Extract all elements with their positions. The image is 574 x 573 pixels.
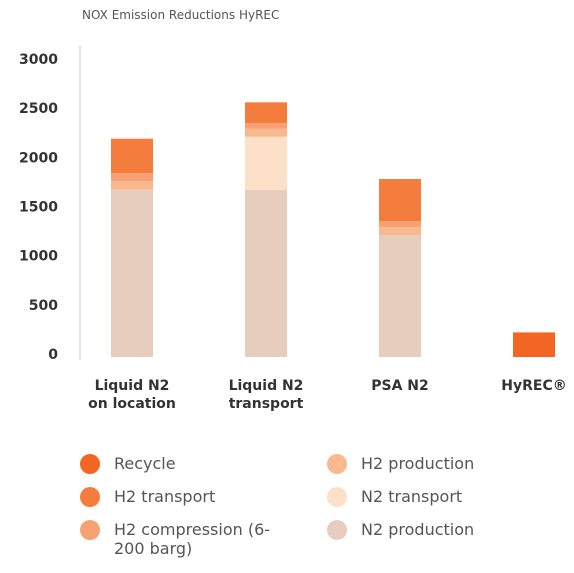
legend-label: Recycle bbox=[114, 454, 176, 473]
bar-segment bbox=[245, 122, 287, 129]
y-tick-label: 500 bbox=[29, 298, 58, 314]
legend-label: H2 production bbox=[361, 454, 475, 473]
x-tick-label: Liquid N2 on location bbox=[88, 378, 176, 412]
legend-label: N2 production bbox=[361, 520, 475, 539]
y-tick-label: 3000 bbox=[19, 52, 58, 68]
bar-segment bbox=[245, 136, 287, 190]
y-tick-label: 0 bbox=[48, 347, 58, 363]
x-tick-label: Liquid N2 transport bbox=[228, 378, 304, 412]
y-tick-label: 1500 bbox=[19, 200, 58, 216]
legend-swatch bbox=[327, 520, 347, 540]
bar-segment bbox=[379, 179, 421, 222]
bar-segment bbox=[379, 221, 421, 228]
legend-swatch bbox=[327, 454, 347, 474]
chart-title: NOX Emission Reductions HyREC bbox=[82, 8, 279, 22]
legend-label: H2 compression (6-200 barg) bbox=[114, 520, 271, 558]
bar-segment bbox=[111, 180, 153, 190]
legend-swatch bbox=[80, 487, 100, 507]
legend-item: N2 transport bbox=[327, 487, 521, 507]
bar-segment bbox=[111, 189, 153, 357]
x-tick-label: HyREC® bbox=[501, 378, 567, 394]
legend-item: H2 compression (6-200 barg) bbox=[80, 520, 274, 558]
legend-swatch bbox=[80, 454, 100, 474]
legend-item: H2 transport bbox=[80, 487, 274, 507]
y-tick-label: 2000 bbox=[19, 150, 58, 166]
bar-segment bbox=[379, 235, 421, 357]
bar-segment bbox=[379, 227, 421, 236]
legend-swatch bbox=[327, 487, 347, 507]
bar-segment bbox=[245, 102, 287, 123]
legend-label: H2 transport bbox=[114, 487, 216, 506]
y-tick-label: 2500 bbox=[19, 101, 58, 117]
legend-item: N2 production bbox=[327, 520, 521, 540]
y-tick-label: 1000 bbox=[19, 249, 58, 265]
legend-label: N2 transport bbox=[361, 487, 463, 506]
legend-item: H2 production bbox=[327, 454, 521, 474]
bar-segment bbox=[513, 332, 555, 357]
x-tick-label: PSA N2 bbox=[371, 378, 429, 394]
legend-item: Recycle bbox=[80, 454, 274, 474]
legend-swatch bbox=[80, 520, 100, 540]
bar-segment bbox=[245, 128, 287, 137]
bar-segment bbox=[111, 173, 153, 181]
bar-segment bbox=[245, 189, 287, 357]
bar-segment bbox=[111, 138, 153, 174]
